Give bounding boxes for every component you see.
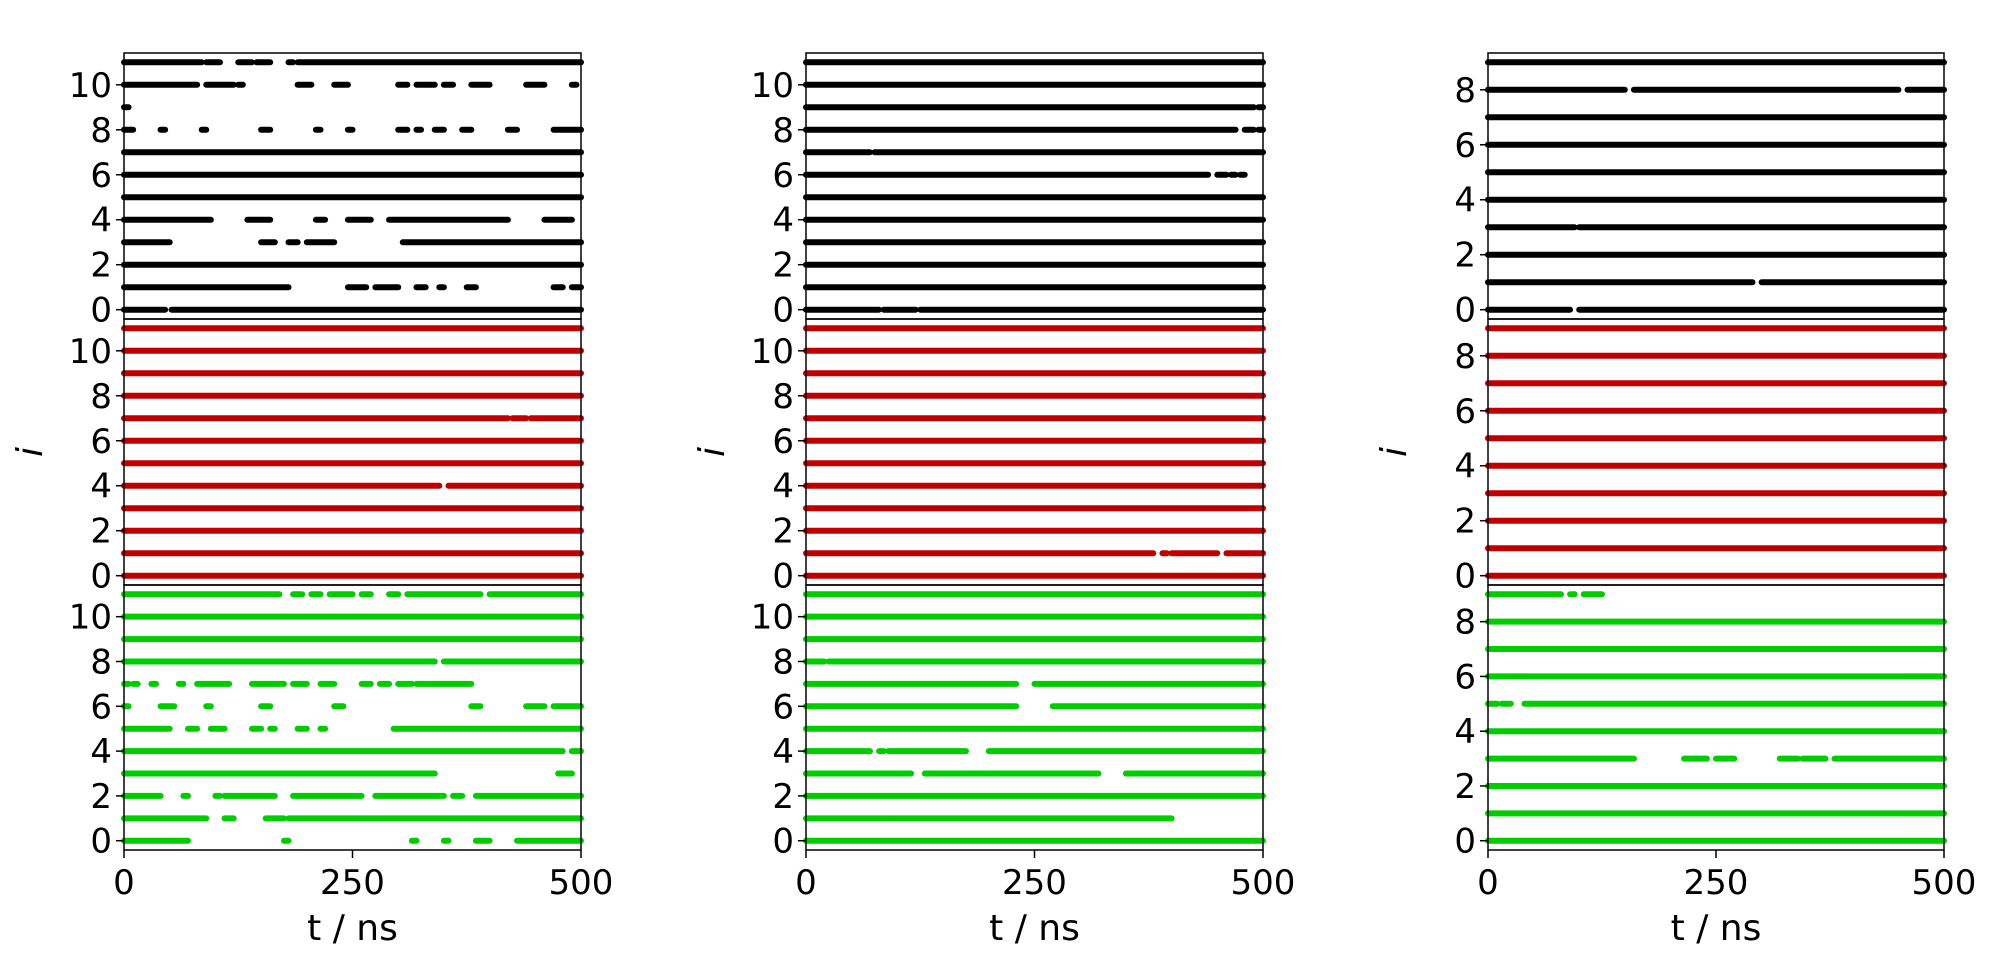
x-tick-label: 250 — [1684, 863, 1749, 903]
y-tick-label: 6 — [1454, 657, 1476, 697]
y-tick-label: 4 — [1454, 447, 1476, 487]
panel-3: 0 2 4 6 810 — [69, 584, 584, 862]
y-tick-label: 0 — [1454, 291, 1476, 331]
panel-frame — [123, 52, 582, 320]
y-tick-label: 0 — [90, 291, 112, 331]
x-tick-label: 0 — [113, 863, 135, 903]
panel-2: 0 2 4 6 8 10 — [69, 318, 584, 597]
y-tick-label: 4 — [1454, 181, 1476, 221]
y-tick-label: 2 — [772, 777, 794, 817]
y-tick-label: 8 — [90, 111, 112, 151]
y-tick-label: 8 — [772, 377, 794, 417]
y-tick-label: 0 — [90, 822, 112, 862]
panel-frame — [1487, 52, 1945, 320]
y-tick-label: 8 — [1454, 603, 1476, 643]
x-tick-label: 500 — [1912, 863, 1977, 903]
y-tick-label: 0 — [1454, 557, 1476, 597]
y-tick-label: 2 — [1454, 502, 1476, 542]
y-tick-label: 10 — [751, 598, 794, 638]
y-tick-label: 4 — [90, 732, 112, 772]
y-tick-label: 4 — [772, 732, 794, 772]
y-tick-label: 6 — [772, 422, 794, 462]
x-tick-label: 250 — [320, 863, 385, 903]
y-tick-label: 4 — [90, 467, 112, 507]
x-tick-label: 250 — [1002, 863, 1067, 903]
y-tick-label: 6 — [90, 687, 112, 727]
x-axis-title: t / ns — [1671, 908, 1762, 949]
y-tick-label: 6 — [1454, 392, 1476, 432]
y-tick-label: 2 — [772, 512, 794, 552]
y-tick-label: 6 — [90, 422, 112, 462]
x-tick-label: 0 — [795, 863, 817, 903]
y-axis-title: i — [1374, 447, 1415, 457]
y-tick-label: 10 — [69, 598, 112, 638]
y-tick-label: 2 — [772, 246, 794, 286]
y-tick-label: 0 — [772, 822, 794, 862]
x-axis-title: t / ns — [307, 908, 398, 949]
y-tick-label: 2 — [90, 246, 112, 286]
panel-2: 0 2 4 6 8 — [1454, 318, 1947, 597]
y-tick-label: 10 — [751, 66, 794, 106]
panel-frame — [123, 318, 582, 586]
panel-1: 0 2 4 6 8 10 — [751, 52, 1266, 331]
x-axis-title: t / ns — [989, 908, 1080, 949]
panel-frame — [123, 584, 582, 851]
x-tick-label: 500 — [549, 863, 614, 903]
y-tick-label: 6 — [1454, 126, 1476, 166]
y-tick-label: 8 — [772, 111, 794, 151]
y-tick-label: 4 — [1454, 712, 1476, 752]
y-tick-label: 8 — [1454, 337, 1476, 377]
y-tick-label: 10 — [69, 332, 112, 372]
panel-1: 0 2 4 6 8 — [1454, 52, 1947, 331]
y-tick-label: 8 — [1454, 71, 1476, 111]
y-tick-label: 2 — [1454, 767, 1476, 807]
y-tick-label: 8 — [90, 377, 112, 417]
panel-frame — [1487, 318, 1945, 586]
y-tick-label: 4 — [772, 467, 794, 507]
y-tick-label: 4 — [772, 201, 794, 241]
y-tick-label: 0 — [772, 557, 794, 597]
panel-frame — [805, 318, 1264, 586]
subplot-3: 0 2 4 6 8 0 2 4 6 8 0 2 4 6 8 0 250 500 t / ns i — [1374, 52, 1977, 949]
y-tick-label: 0 — [1454, 822, 1476, 862]
x-tick-label: 500 — [1231, 863, 1296, 903]
panel-frame — [805, 52, 1264, 320]
x-tick-label: 0 — [1477, 863, 1499, 903]
y-tick-label: 0 — [772, 291, 794, 331]
y-tick-label: 10 — [69, 66, 112, 106]
y-tick-label: 4 — [90, 201, 112, 241]
panel-frame — [1487, 584, 1945, 851]
panel-3: 0 2 4 6 810 — [751, 584, 1266, 862]
panel-1: 0 2 4 6 8 10 — [69, 52, 584, 331]
y-axis-title: i — [692, 447, 733, 457]
y-tick-label: 8 — [772, 642, 794, 682]
panel-2: 0 2 4 6 8 10 — [751, 318, 1266, 597]
y-tick-label: 10 — [751, 332, 794, 372]
y-tick-label: 6 — [772, 687, 794, 727]
y-tick-label: 2 — [90, 512, 112, 552]
y-axis-title: i — [10, 447, 51, 457]
y-tick-label: 0 — [90, 557, 112, 597]
y-tick-label: 2 — [90, 777, 112, 817]
y-tick-label: 6 — [90, 156, 112, 196]
y-tick-label: 2 — [1454, 236, 1476, 276]
y-tick-label: 8 — [90, 642, 112, 682]
y-tick-label: 6 — [772, 156, 794, 196]
panel-3: 0 2 4 6 8 — [1454, 584, 1947, 862]
panel-frame — [805, 584, 1264, 851]
